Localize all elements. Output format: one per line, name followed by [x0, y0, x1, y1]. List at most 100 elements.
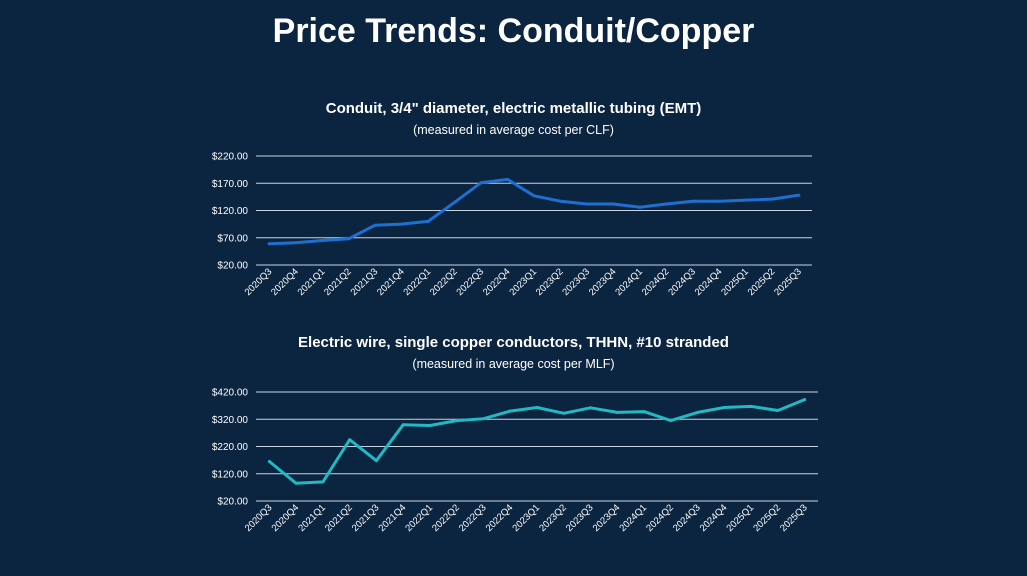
data-point [481, 417, 485, 421]
data-point [803, 398, 807, 402]
data-point [453, 200, 457, 204]
chart-2-copper-wire: $20.00$120.00$220.00$320.00$420.002020Q3… [212, 388, 818, 534]
y-tick-label: $20.00 [217, 497, 248, 508]
y-tick-label: $220.00 [212, 442, 249, 453]
chart-1-title: Conduit, 3/4" diameter, electric metalli… [325, 100, 702, 117]
data-point [479, 181, 483, 185]
y-tick-label: $70.00 [217, 233, 248, 244]
x-tick-label: 2023Q4 [591, 502, 623, 534]
x-tick-label: 2021Q1 [296, 502, 328, 534]
data-point [722, 406, 726, 410]
x-tick-label: 2022Q2 [430, 502, 462, 534]
x-tick-label: 2025Q3 [778, 502, 810, 534]
data-point [611, 202, 615, 206]
x-tick-label: 2021Q4 [377, 502, 409, 534]
data-point [320, 238, 324, 242]
x-tick-label: 2023Q2 [537, 502, 569, 534]
x-tick-label: 2024Q4 [693, 266, 725, 298]
x-tick-label: 2024Q1 [613, 266, 645, 298]
data-point [797, 193, 801, 197]
data-point [638, 205, 642, 209]
x-tick-label: 2020Q4 [269, 266, 301, 298]
x-tick-label: 2025Q2 [751, 502, 783, 534]
slide-title: Price Trends: Conduit/Copper [272, 12, 755, 50]
y-tick-label: $20.00 [217, 261, 248, 272]
data-point [348, 438, 352, 442]
data-point [770, 197, 774, 201]
data-point [749, 404, 753, 408]
data-point [589, 406, 593, 410]
x-tick-label: 2023Q1 [507, 266, 539, 298]
data-point [717, 199, 721, 203]
data-point [267, 242, 271, 246]
data-point [401, 423, 405, 427]
y-tick-label: $120.00 [212, 206, 249, 217]
x-tick-label: 2022Q3 [457, 502, 489, 534]
data-point [615, 410, 619, 414]
data-point [506, 177, 510, 181]
data-point [532, 194, 536, 198]
x-tick-label: 2021Q2 [322, 266, 354, 298]
data-point [321, 480, 325, 484]
x-tick-label: 2024Q3 [671, 502, 703, 534]
x-tick-label: 2023Q3 [564, 502, 596, 534]
data-point [428, 424, 432, 428]
data-point [776, 409, 780, 413]
chart-1-conduit: $20.00$70.00$120.00$170.00$220.002020Q32… [212, 152, 812, 298]
x-tick-label: 2022Q2 [428, 266, 460, 298]
x-tick-label: 2025Q1 [719, 266, 751, 298]
data-point [374, 459, 378, 463]
x-tick-label: 2024Q3 [666, 266, 698, 298]
data-point [294, 481, 298, 485]
data-point [455, 419, 459, 423]
chart-1-subtitle: (measured in average cost per CLF) [413, 123, 614, 137]
data-point [400, 222, 404, 226]
x-tick-label: 2023Q2 [534, 266, 566, 298]
x-tick-label: 2020Q4 [270, 502, 302, 534]
x-tick-label: 2025Q2 [746, 266, 778, 298]
data-point [347, 237, 351, 241]
data-point [691, 199, 695, 203]
x-tick-label: 2023Q1 [510, 502, 542, 534]
data-point [562, 411, 566, 415]
x-tick-label: 2025Q1 [725, 502, 757, 534]
chart-2-title: Electric wire, single copper conductors,… [298, 334, 729, 351]
data-point [294, 241, 298, 245]
y-tick-label: $170.00 [212, 179, 249, 190]
x-tick-label: 2021Q3 [350, 502, 382, 534]
data-point [508, 409, 512, 413]
x-tick-label: 2021Q3 [349, 266, 381, 298]
series-line [267, 398, 807, 485]
x-tick-label: 2024Q1 [617, 502, 649, 534]
x-tick-label: 2025Q3 [772, 266, 804, 298]
x-tick-label: 2024Q4 [698, 502, 730, 534]
data-point [535, 406, 539, 410]
data-point [642, 410, 646, 414]
y-tick-label: $220.00 [212, 152, 249, 163]
x-tick-label: 2022Q1 [402, 266, 434, 298]
data-point [696, 410, 700, 414]
data-point [585, 202, 589, 206]
x-tick-label: 2022Q4 [484, 502, 516, 534]
y-tick-label: $320.00 [212, 415, 249, 426]
data-point [373, 223, 377, 227]
data-point [669, 419, 673, 423]
data-point [426, 219, 430, 223]
x-tick-label: 2022Q1 [403, 502, 435, 534]
series-line [267, 177, 801, 246]
data-point [744, 198, 748, 202]
data-point [267, 459, 271, 463]
data-point [558, 199, 562, 203]
x-tick-label: 2022Q3 [454, 266, 486, 298]
x-tick-label: 2021Q1 [296, 266, 328, 298]
x-tick-label: 2021Q4 [375, 266, 407, 298]
y-tick-label: $420.00 [212, 388, 249, 399]
y-tick-label: $120.00 [212, 469, 249, 480]
x-tick-label: 2024Q2 [640, 266, 672, 298]
x-tick-label: 2023Q4 [587, 266, 619, 298]
x-tick-label: 2021Q2 [323, 502, 355, 534]
x-tick-label: 2022Q4 [481, 266, 513, 298]
x-tick-label: 2023Q3 [560, 266, 592, 298]
data-point [664, 202, 668, 206]
x-tick-label: 2024Q2 [644, 502, 676, 534]
